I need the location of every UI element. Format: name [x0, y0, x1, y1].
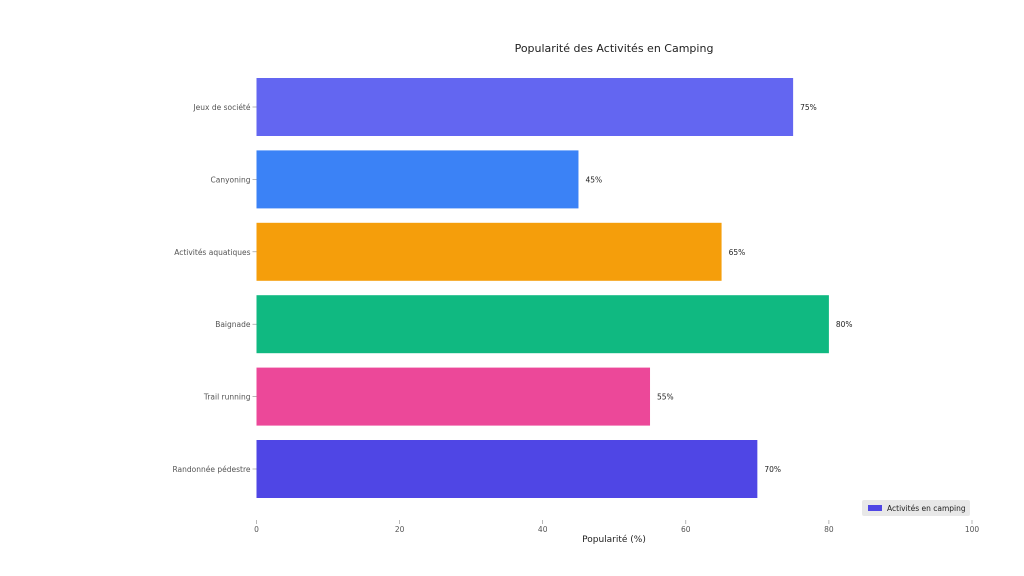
bars-group: 75% 45% 65% 80% 55% 70% [256, 78, 853, 498]
x-tick-label: 100 [965, 525, 980, 534]
bar [256, 295, 829, 354]
y-category-label: Baignade [215, 320, 251, 329]
y-category-label: Trail running [203, 393, 251, 402]
bar-value-label: 75% [800, 103, 817, 112]
y-category-label: Activités aquatiques [174, 248, 250, 257]
y-axis-categories: Jeux de société Canyoning Activités aquati… [173, 103, 257, 474]
legend-box [862, 500, 970, 516]
x-axis-label: Popularité (%) [582, 534, 646, 545]
y-category-label: Canyoning [211, 175, 251, 184]
x-tick-label: 80 [824, 525, 834, 534]
bar-value-label: 70% [764, 465, 781, 474]
bar [256, 367, 651, 426]
bar [256, 440, 758, 498]
bar-value-label: 80% [836, 320, 853, 329]
legend-swatch [868, 505, 882, 511]
legend: Activités en camping [862, 500, 970, 516]
bar [256, 150, 579, 209]
x-tick-label: 60 [681, 525, 691, 534]
legend-entry: Activités en camping [887, 504, 966, 513]
bar-value-label: 65% [729, 248, 746, 257]
bar-value-label: 55% [657, 393, 674, 402]
y-category-label: Randonnée pédestre [173, 465, 251, 474]
bar-value-label: 45% [585, 175, 602, 184]
y-category-label: Jeux de société [192, 103, 250, 112]
x-axis: 0 20 40 60 80 100 [254, 520, 979, 534]
bar [256, 78, 794, 136]
x-tick-label: 20 [395, 525, 405, 534]
bar [256, 222, 722, 281]
x-tick-label: 0 [254, 525, 259, 534]
chart-title: Popularité des Activités en Camping [515, 42, 714, 55]
x-tick-label: 40 [538, 525, 548, 534]
